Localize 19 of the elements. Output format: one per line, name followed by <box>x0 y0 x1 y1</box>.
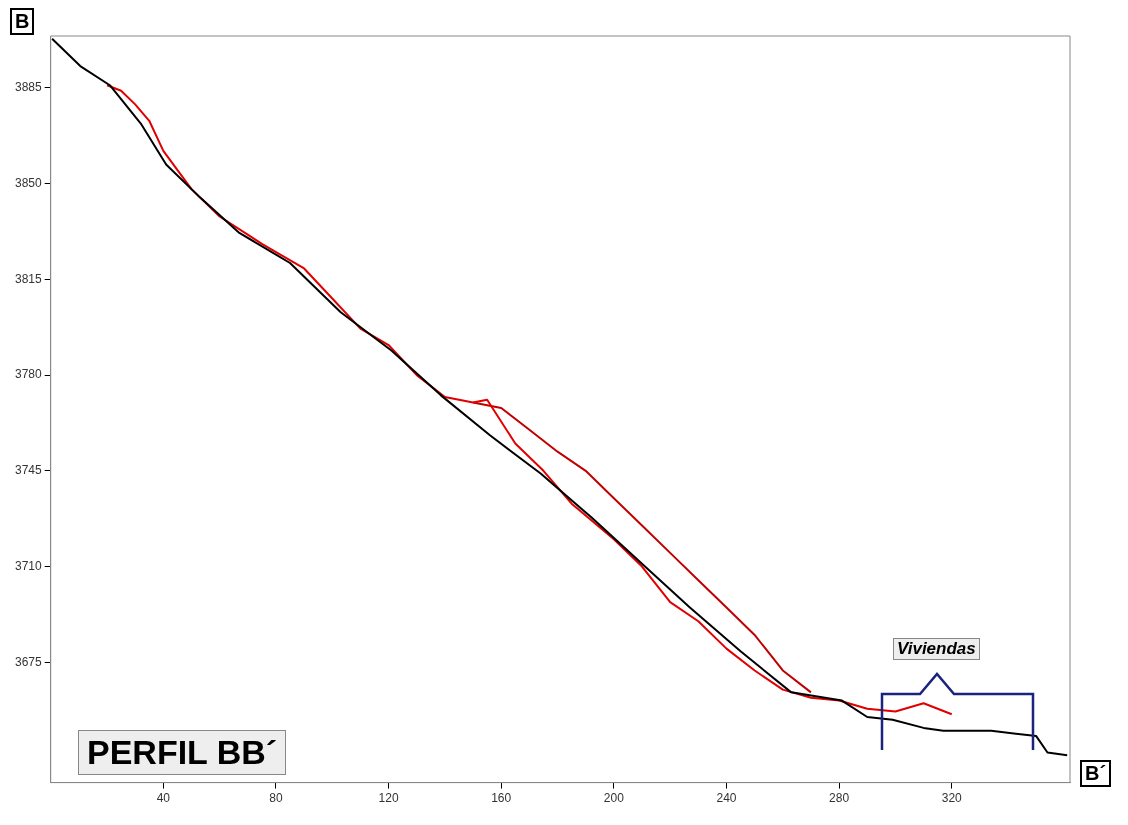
y-tick-label: 3675 <box>14 654 43 669</box>
y-tick-label: 3815 <box>14 271 43 286</box>
x-tick-label: 200 <box>603 791 625 806</box>
annotation: PERFIL BB´ <box>78 730 287 775</box>
y-tick-label: 3745 <box>14 463 43 478</box>
y-tick-label: 3850 <box>14 175 43 190</box>
x-tick-label: 40 <box>156 791 171 806</box>
x-tick-label: 240 <box>716 791 737 806</box>
text: B´ <box>1080 760 1112 787</box>
text: B <box>10 8 35 35</box>
annotation: Viviendas <box>893 638 980 660</box>
x-tick-label: 280 <box>829 791 850 806</box>
x-tick-label: 120 <box>378 791 399 806</box>
y-tick-label: 3710 <box>14 558 43 573</box>
x-tick-label: 160 <box>491 791 512 806</box>
y-tick-label: 3885 <box>14 80 43 95</box>
x-tick-label: 320 <box>941 791 963 806</box>
y-tick-label: 3780 <box>14 367 43 382</box>
x-tick-label: 80 <box>269 791 283 806</box>
